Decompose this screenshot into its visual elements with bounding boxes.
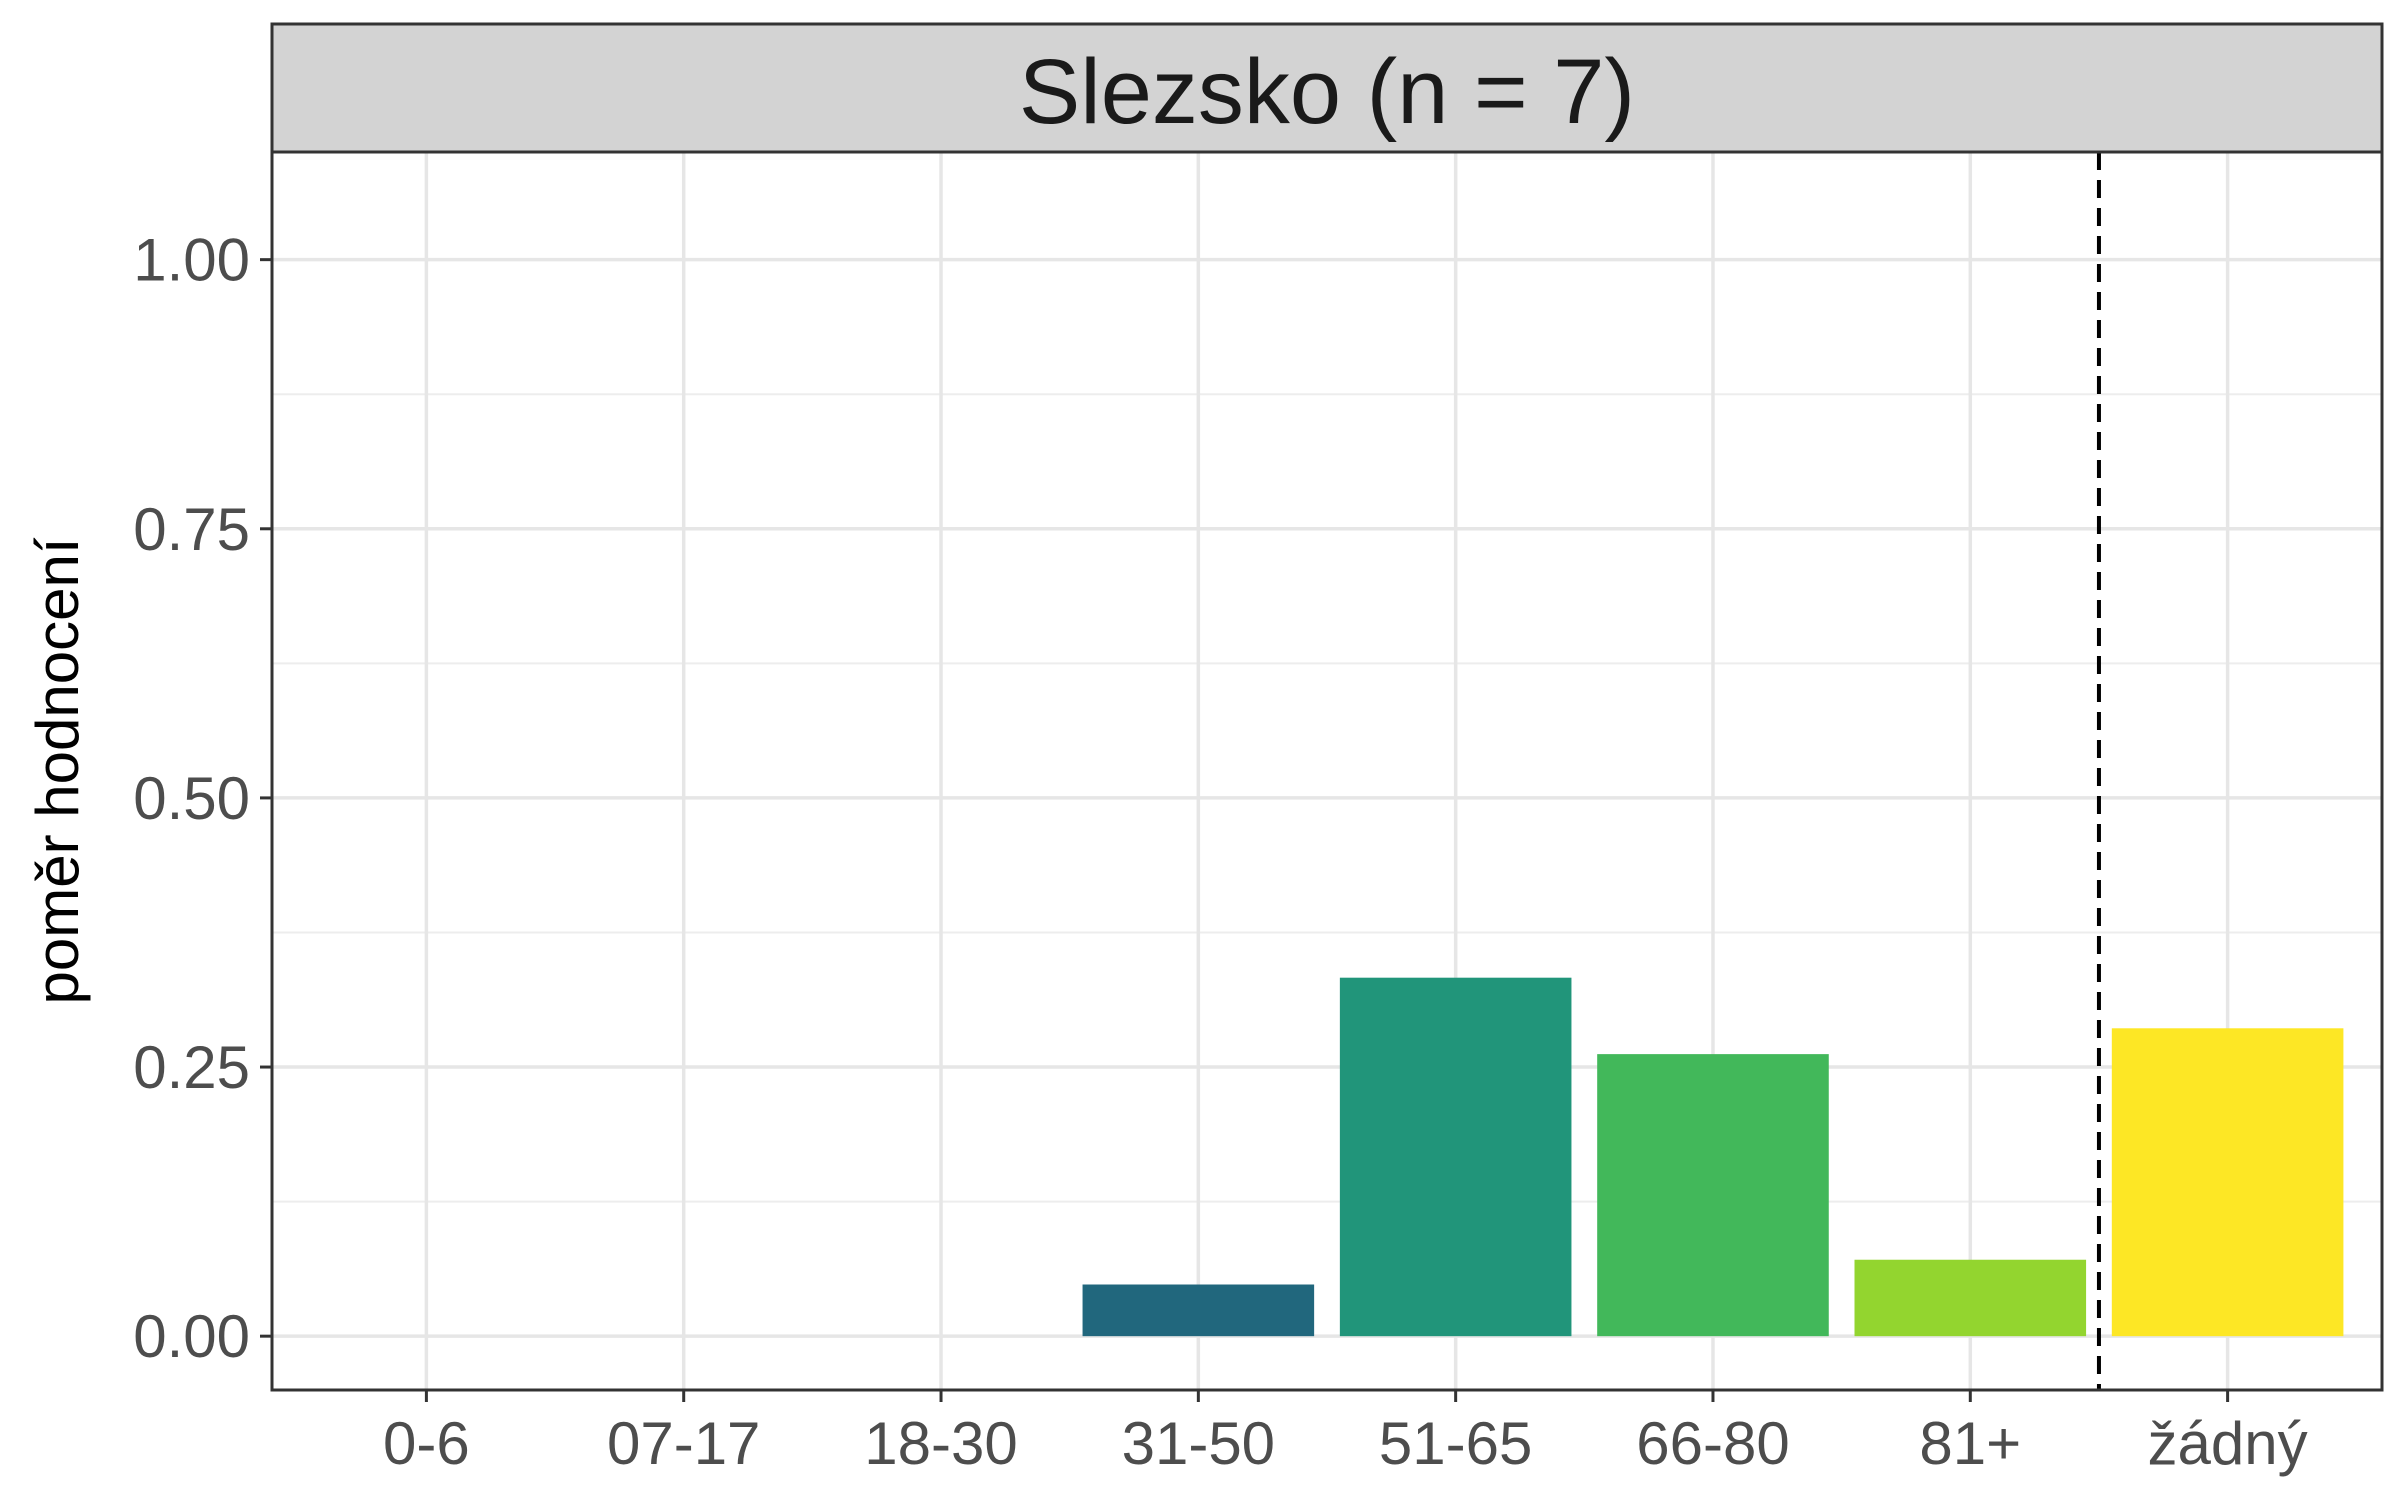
y-tick-label: 1.00	[133, 227, 250, 294]
y-axis-title: poměr hodnocení	[24, 537, 91, 1004]
x-tick-label: 66-80	[1636, 1410, 1789, 1477]
y-tick-label: 0.00	[133, 1303, 250, 1370]
y-tick-label: 0.50	[133, 765, 250, 832]
bar-81+	[1854, 1259, 2087, 1337]
x-tick-label: žádný	[2148, 1410, 2308, 1477]
chart-title: Slezsko (n = 7)	[1019, 41, 1635, 143]
plot-background	[272, 152, 2382, 1390]
x-tick-label: 0-6	[383, 1410, 470, 1477]
y-tick-label: 0.75	[133, 496, 250, 563]
bars	[1082, 977, 2344, 1337]
facet-strip	[270, 22, 2384, 154]
bar-66-80	[1597, 1054, 1829, 1337]
y-tick-label: 0.25	[133, 1034, 250, 1101]
x-tick-label: 07-17	[607, 1410, 760, 1477]
bar-51-65	[1339, 977, 1572, 1337]
x-tick-label: 51-65	[1379, 1410, 1532, 1477]
x-axis: 0-6 07-17 18-30 31-50 51-65 66-80 81+ žádný	[383, 1390, 2308, 1477]
x-tick-label: 81+	[1919, 1410, 2021, 1477]
x-tick-label: 18-30	[864, 1410, 1017, 1477]
bar-31-50	[1082, 1284, 1315, 1337]
bar-žádný	[2111, 1028, 2344, 1337]
y-axis: 0.00 0.25 0.50 0.75 1.00	[133, 227, 272, 1370]
x-tick-label: 31-50	[1122, 1410, 1275, 1477]
